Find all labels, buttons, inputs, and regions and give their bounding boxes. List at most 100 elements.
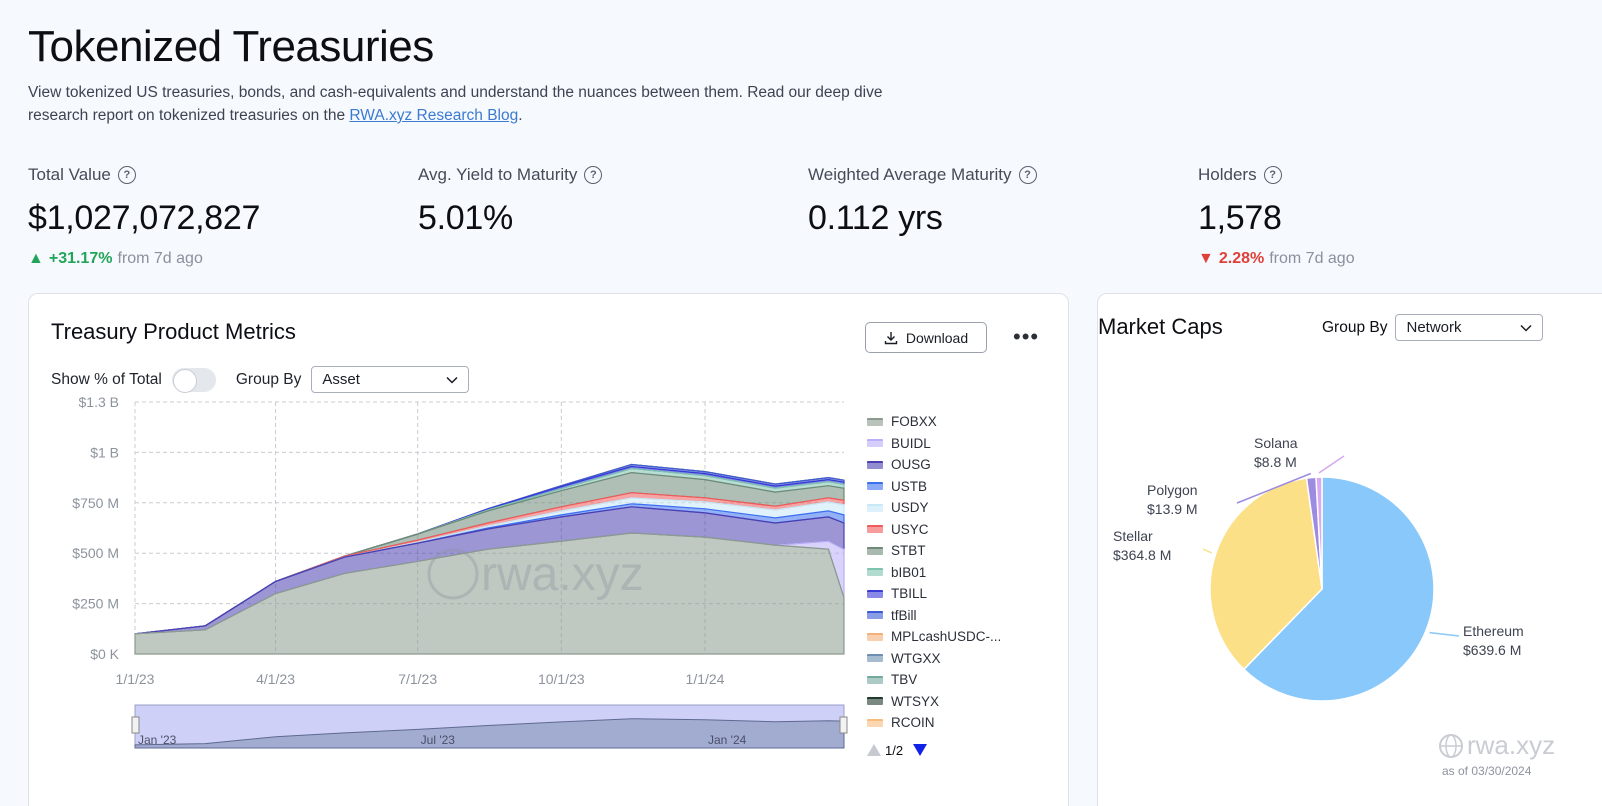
download-label: Download xyxy=(905,329,969,346)
pie-label-name: Solana xyxy=(1254,435,1298,451)
help-icon[interactable]: ? xyxy=(1263,166,1282,184)
group-by-value: Network xyxy=(1406,319,1462,336)
stat-value: 5.01% xyxy=(418,199,513,237)
legend-item[interactable]: bIB01 xyxy=(867,562,1001,584)
legend-swatch xyxy=(867,718,883,727)
help-icon[interactable]: ? xyxy=(117,166,136,184)
navigator-tick-label: Jul '23 xyxy=(421,733,456,747)
legend-pager: 1/2 xyxy=(867,743,1001,758)
prev-page-icon[interactable] xyxy=(867,744,881,756)
group-by-select[interactable]: Asset xyxy=(311,366,470,393)
show-percent-label: Show % of Total xyxy=(51,370,162,388)
globe-icon xyxy=(1439,733,1463,758)
watermark-text: rwa.xyz xyxy=(481,548,644,601)
legend-label: BUIDL xyxy=(891,435,931,451)
legend-label: TBV xyxy=(891,672,918,688)
treasury-metrics-card: Treasury Product Metrics Download ••• Sh… xyxy=(28,293,1069,806)
x-tick-label: 1/1/24 xyxy=(686,671,725,687)
legend-item[interactable]: USYC xyxy=(867,519,1001,541)
legend-label: TBILL xyxy=(891,586,928,602)
legend-item[interactable]: OUSG xyxy=(867,454,1001,476)
x-tick-label: 10/1/23 xyxy=(538,671,585,687)
legend-item[interactable]: STBT xyxy=(867,540,1001,562)
x-tick-label: 7/1/23 xyxy=(398,671,437,687)
stat-value: 1,578 xyxy=(1198,199,1282,237)
legend-label: MPLcashUSDC-... xyxy=(891,629,1002,645)
y-tick-label: $1.3 B xyxy=(79,394,119,410)
legend-item[interactable]: BUIDL xyxy=(867,433,1001,455)
navigator-tick-label: Jan '23 xyxy=(138,733,177,747)
legend-label: USDY xyxy=(891,500,929,516)
change-percent: +31.17% xyxy=(48,250,113,267)
stat-value: 0.112 yrs xyxy=(808,199,943,237)
pie-leader-line xyxy=(1236,472,1312,504)
help-icon[interactable]: ? xyxy=(1018,166,1037,184)
pie-label-value: $8.8 M xyxy=(1254,454,1297,470)
pie-slice-ethereum xyxy=(1242,476,1435,702)
help-icon[interactable]: ? xyxy=(584,166,603,184)
legend-item[interactable]: MPLcashUSDC-... xyxy=(867,626,1001,648)
change-note: from 7d ago xyxy=(1269,250,1355,267)
show-percent-toggle[interactable] xyxy=(171,367,216,393)
stat-label: Total Value xyxy=(28,165,111,184)
stat-avg-yield: Avg. Yield to Maturity? 5.01% xyxy=(418,165,603,238)
legend-item[interactable]: TBILL xyxy=(867,583,1001,605)
legend-swatch xyxy=(867,697,883,706)
pie-label-name: Stellar xyxy=(1113,528,1153,544)
download-button[interactable]: Download xyxy=(865,322,987,353)
legend-swatch xyxy=(867,503,883,512)
description-end: . xyxy=(518,107,523,124)
chart-watermark: rwa.xyz xyxy=(427,548,644,601)
legend-label: WTSYX xyxy=(891,693,940,709)
stat-value: $1,027,072,827 xyxy=(28,199,261,237)
pie-leader-line xyxy=(1429,631,1460,637)
stat-label: Holders xyxy=(1198,165,1257,184)
group-by-select[interactable]: Network xyxy=(1395,314,1544,341)
legend-label: OUSG xyxy=(891,457,931,473)
research-blog-link[interactable]: RWA.xyz Research Blog xyxy=(349,107,519,124)
legend-item[interactable]: WTGXX xyxy=(867,648,1001,670)
group-by-label: Group By xyxy=(1322,318,1388,336)
globe-icon xyxy=(427,548,479,600)
legend-item[interactable]: RCOIN xyxy=(867,712,1001,734)
area-series-fobxx xyxy=(134,532,845,655)
legend-swatch xyxy=(867,482,883,491)
chevron-down-icon xyxy=(1520,324,1533,332)
legend-item[interactable]: TBV xyxy=(867,669,1001,691)
legend-label: WTGXX xyxy=(891,650,941,666)
as-of-date: as of 03/30/2024 xyxy=(1442,764,1532,778)
legend-swatch xyxy=(867,675,883,684)
card-title: Treasury Product Metrics xyxy=(51,319,296,344)
page-indicator: 1/2 xyxy=(885,742,904,758)
legend-swatch xyxy=(867,611,883,620)
more-options-button[interactable]: ••• xyxy=(1013,324,1040,349)
up-arrow-icon: ▲ xyxy=(28,250,44,267)
stat-holders: Holders? 1,578 ▼ 2.28% from 7d ago xyxy=(1198,165,1355,268)
legend-swatch xyxy=(867,568,883,577)
legend-item[interactable]: tfBill xyxy=(867,605,1001,627)
pie-slice-solana xyxy=(1315,476,1323,590)
legend-item[interactable]: WTSYX xyxy=(867,691,1001,713)
legend-label: FOBXX xyxy=(891,414,937,430)
chart-legend: FOBXX BUIDL OUSG USTB USDY USYC STBT bIB01 TBILL… xyxy=(867,411,1001,758)
legend-item[interactable]: USDY xyxy=(867,497,1001,519)
legend-label: STBT xyxy=(891,543,926,559)
stat-wam: Weighted Average Maturity? 0.112 yrs xyxy=(808,165,1037,238)
chart-controls: Show % of Total Group By Asset xyxy=(51,366,470,393)
legend-swatch xyxy=(867,654,883,663)
legend-swatch xyxy=(867,632,883,641)
watermark-text: rwa.xyz xyxy=(1467,730,1556,760)
legend-label: tfBill xyxy=(891,607,917,623)
group-by-label: Group By xyxy=(235,370,302,388)
y-tick-label: $500 M xyxy=(72,545,119,561)
legend-item[interactable]: FOBXX xyxy=(867,411,1001,433)
pie-leader-line xyxy=(1318,455,1345,474)
down-arrow-icon: ▼ xyxy=(1198,250,1214,267)
download-icon xyxy=(884,331,898,344)
area-chart: $0 K $250 M $500 M $750 M $1 B $1.3 B 1/1/23 4/… xyxy=(72,394,848,749)
legend-item[interactable]: USTB xyxy=(867,476,1001,498)
next-page-icon[interactable] xyxy=(913,744,928,756)
change-percent: 2.28% xyxy=(1218,250,1265,267)
legend-swatch xyxy=(867,589,883,598)
navigator-tick-label: Jan '24 xyxy=(708,733,747,747)
